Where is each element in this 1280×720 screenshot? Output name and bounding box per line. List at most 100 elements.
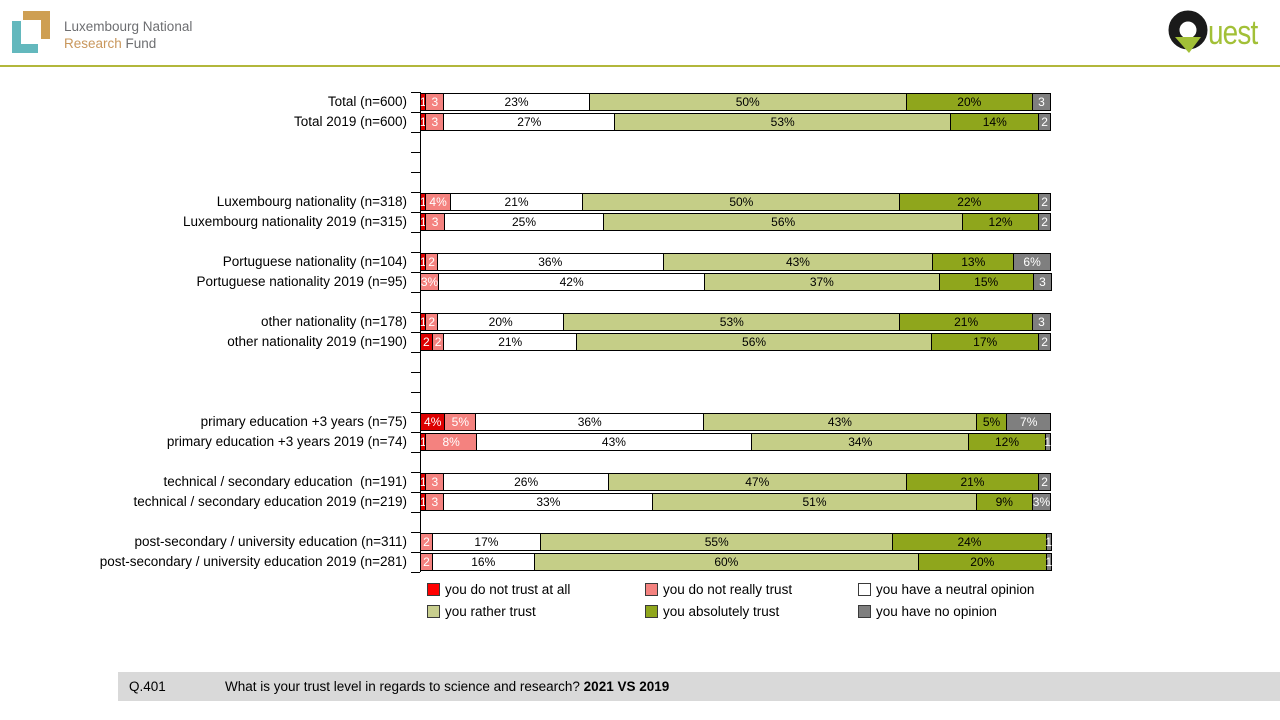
bar-segment: 21%	[443, 333, 577, 351]
axis-tick	[411, 452, 420, 453]
category-label: primary education +3 years (n=75)	[200, 414, 407, 429]
bar-segment: 3	[425, 473, 445, 491]
bar-segment: 2	[1038, 333, 1051, 351]
bar-segment: 2	[1038, 473, 1051, 491]
bar-segment: 3%	[420, 273, 440, 291]
bar-segment: 3	[1031, 93, 1051, 111]
category-label: post-secondary / university education 20…	[99, 554, 407, 569]
quest-wordmark: uest	[1207, 14, 1258, 52]
bar-segment: 3	[425, 493, 445, 511]
category-label: Total (n=600)	[327, 94, 407, 109]
axis-tick	[411, 552, 420, 553]
bar-row: 4% 5% 36% 43% 5% 7%	[420, 413, 1056, 431]
legend-swatch	[858, 605, 871, 618]
bar-segment: 5%	[975, 413, 1008, 431]
axis-tick	[411, 392, 420, 393]
bar-segment: 14%	[950, 113, 1040, 131]
bar-row: 1 8% 43% 34% 12% 1	[420, 433, 1056, 451]
axis-tick	[411, 252, 420, 253]
bar-segment: 56%	[603, 213, 964, 231]
bar-segment: 33%	[443, 493, 654, 511]
bar-segment: 13%	[932, 253, 1015, 271]
legend-swatch	[427, 605, 440, 618]
fnr-logo: Luxembourg National Research Fund	[10, 9, 192, 60]
quest-q-icon	[1164, 8, 1212, 61]
legend-swatch	[427, 583, 440, 596]
header-divider	[0, 65, 1280, 67]
bar-segment: 56%	[575, 333, 933, 351]
axis-tick	[411, 532, 420, 533]
bar-segment: 3	[425, 93, 445, 111]
bar-row: 1 3 23% 50% 20% 3	[420, 93, 1056, 111]
bar-segment: 43%	[475, 433, 753, 451]
bar-segment: 37%	[704, 273, 940, 291]
axis-tick	[411, 292, 420, 293]
bar-row: 2 2 21% 56% 17% 2	[420, 333, 1056, 351]
bar-segment: 1	[1045, 533, 1053, 551]
question-text: What is your trust level in regards to s…	[225, 679, 584, 694]
axis-tick	[411, 432, 420, 433]
category-label: post-secondary / university education (n…	[134, 534, 407, 549]
bar-segment: 2	[1038, 113, 1051, 131]
bar-segment: 21%	[449, 193, 584, 211]
bar-segment: 2	[1038, 193, 1051, 211]
axis-tick	[411, 472, 420, 473]
legend-item: you absolutely trust	[645, 604, 858, 619]
legend-swatch	[858, 583, 871, 596]
bar-row: 1 4% 21% 50% 22% 2	[420, 193, 1056, 211]
category-label: technical / secondary education (n=191)	[163, 474, 407, 489]
bar-row: 1 3 27% 53% 14% 2	[420, 113, 1056, 131]
bar-segment: 20%	[437, 313, 565, 331]
legend-item: you rather trust	[427, 604, 645, 619]
bar-segment: 3	[1032, 273, 1052, 291]
bar-row: 1 2 20% 53% 21% 3	[420, 313, 1056, 331]
legend-item: you do not really trust	[645, 582, 858, 597]
bar-row: 2 17% 55% 24% 1	[420, 533, 1056, 551]
axis-tick	[411, 92, 420, 93]
bar-segment: 36%	[436, 253, 664, 271]
bar-segment: 1	[1044, 433, 1052, 451]
axis-tick	[411, 372, 420, 373]
legend-label: you have a neutral opinion	[876, 582, 1035, 597]
bar-segment: 9%	[975, 493, 1033, 511]
bar-segment: 51%	[652, 493, 977, 511]
bar-segment: 50%	[588, 93, 907, 111]
bar-segment: 15%	[938, 273, 1034, 291]
bar-segment: 53%	[614, 113, 952, 131]
category-label: Total 2019 (n=600)	[294, 114, 407, 129]
bar-segment: 6%	[1013, 253, 1051, 271]
bar-row: 1 3 33% 51% 9% 3%	[420, 493, 1056, 511]
axis-tick	[411, 412, 420, 413]
bar-row: 3% 42% 37% 15% 3	[420, 273, 1056, 291]
bar-segment: 3%	[1031, 493, 1051, 511]
bar-segment: 34%	[751, 433, 970, 451]
bar-segment: 25%	[443, 213, 605, 231]
axis-tick	[411, 192, 420, 193]
bar-segment: 3	[425, 213, 445, 231]
question-bar: Q.401 What is your trust level in regards…	[118, 672, 1280, 701]
axis-tick	[411, 152, 420, 153]
bar-segment: 3	[425, 113, 445, 131]
bar-segment: 17%	[931, 333, 1040, 351]
bar-row: 1 2 36% 43% 13% 6%	[420, 253, 1056, 271]
legend-item: you have no opinion	[858, 604, 1034, 619]
axis-tick	[411, 312, 420, 313]
axis-tick	[411, 212, 420, 213]
chart-legend: you do not trust at all you do not really…	[427, 582, 1034, 619]
axis-tick	[411, 332, 420, 333]
bar-segment: 55%	[540, 533, 894, 551]
bar-segment: 16%	[431, 553, 535, 571]
bar-segment: 4%	[420, 413, 446, 431]
bar-segment: 12%	[962, 213, 1040, 231]
axis-tick	[411, 172, 420, 173]
legend-label: you have no opinion	[876, 604, 997, 619]
bar-segment: 3	[1031, 313, 1051, 331]
legend-item: you have a neutral opinion	[858, 582, 1034, 597]
bar-row: 1 3 26% 47% 21% 2	[420, 473, 1056, 491]
legend-item: you do not trust at all	[427, 582, 645, 597]
category-label: primary education +3 years 2019 (n=74)	[166, 434, 407, 449]
bar-segment: 22%	[899, 193, 1040, 211]
bar-segment: 5%	[444, 413, 477, 431]
fnr-logo-text: Luxembourg National Research Fund	[64, 18, 192, 52]
